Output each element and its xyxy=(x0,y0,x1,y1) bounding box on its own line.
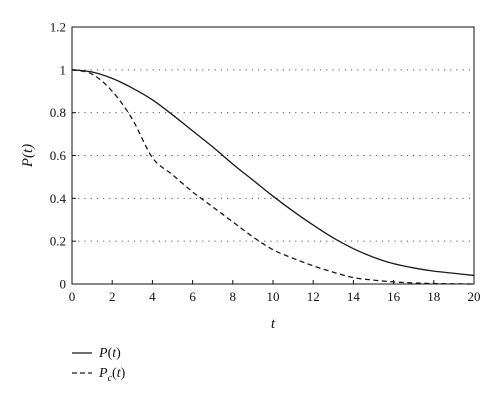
x-tick-label: 18 xyxy=(427,289,440,304)
y-tick-label: 0.4 xyxy=(50,191,67,206)
y-tick-label: 1 xyxy=(60,62,67,77)
legend-label-1: P(t) xyxy=(98,346,121,361)
series-line-2 xyxy=(71,69,475,285)
x-tick-label: 16 xyxy=(387,289,401,304)
grid-lines xyxy=(72,69,474,242)
legend-label-2: Pc(t) xyxy=(98,366,126,384)
x-tick-label: 12 xyxy=(307,289,320,304)
x-tick-label: 2 xyxy=(109,289,116,304)
x-tick-label: 8 xyxy=(230,289,237,304)
y-tick-label: 0.2 xyxy=(50,234,66,249)
x-axis-ticks: 0 2 4 6 8 10 12 14 16 18 20 xyxy=(69,280,481,304)
x-tick-label: 6 xyxy=(189,289,196,304)
y-axis-ticks: 0 0.2 0.4 0.6 0.8 1 1.2 xyxy=(50,20,76,292)
y-tick-label: 1.2 xyxy=(50,20,66,35)
x-tick-label: 0 xyxy=(69,289,76,304)
y-axis-label: P(t) xyxy=(20,144,36,168)
x-tick-label: 14 xyxy=(347,289,361,304)
series-group xyxy=(71,69,475,285)
x-tick-label: 10 xyxy=(267,289,280,304)
y-tick-label: 0.8 xyxy=(50,105,66,120)
y-tick-label: 0.6 xyxy=(50,148,67,163)
legend: P(t) Pc(t) xyxy=(72,346,126,384)
x-axis-label: t xyxy=(271,316,276,332)
x-tick-label: 20 xyxy=(468,289,481,304)
x-tick-label: 4 xyxy=(149,289,156,304)
series-line-1 xyxy=(71,69,475,277)
y-tick-label: 0 xyxy=(60,277,67,292)
